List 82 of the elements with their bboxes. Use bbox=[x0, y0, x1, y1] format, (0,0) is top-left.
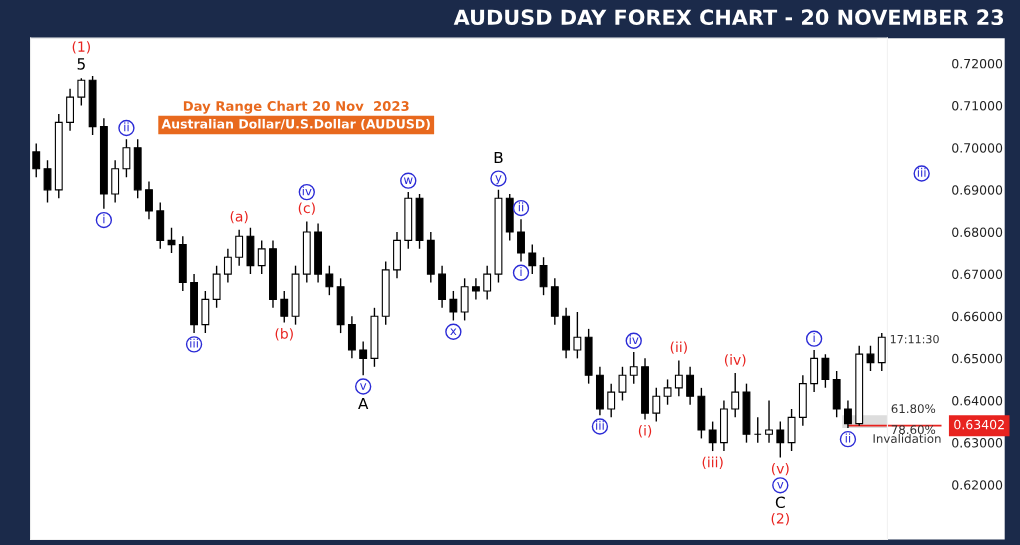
candlestick bbox=[257, 239, 266, 275]
candlestick bbox=[280, 290, 289, 324]
annotation: (1) bbox=[72, 41, 90, 54]
annotation: (v) bbox=[771, 462, 789, 476]
annotation: iv bbox=[302, 186, 312, 196]
y-tick-label: 0.62000 bbox=[952, 480, 1003, 490]
candlestick bbox=[223, 248, 232, 284]
candlestick bbox=[32, 142, 41, 178]
candlestick bbox=[776, 420, 785, 459]
candlestick bbox=[652, 387, 661, 423]
candlestick bbox=[573, 311, 582, 360]
y-tick-label: 0.67000 bbox=[952, 269, 1003, 280]
candlestick bbox=[866, 345, 875, 372]
y-tick-label: 0.66000 bbox=[952, 311, 1003, 322]
candlestick bbox=[122, 138, 131, 178]
annotation: (b) bbox=[275, 328, 293, 341]
candlestick bbox=[359, 340, 368, 376]
candlestick bbox=[629, 351, 638, 385]
annotation: (c) bbox=[298, 202, 315, 215]
annotation: (2) bbox=[771, 512, 789, 526]
candlestick bbox=[708, 420, 717, 452]
candlestick bbox=[145, 180, 153, 221]
candlestick bbox=[77, 77, 86, 107]
annotation: (iii) bbox=[702, 456, 723, 470]
candlestick bbox=[686, 366, 695, 406]
candlestick bbox=[471, 277, 480, 301]
candlestick bbox=[765, 399, 773, 444]
candlestick bbox=[731, 372, 740, 419]
annotation: A bbox=[358, 397, 369, 410]
annotation: B bbox=[494, 151, 503, 164]
annotation: iv bbox=[629, 335, 639, 345]
annotation: i bbox=[813, 332, 815, 342]
chart-title: AUDUSD DAY FOREX CHART - 20 NOVEMBER 23 bbox=[453, 9, 1004, 26]
annotation: v bbox=[360, 383, 367, 390]
annotation: ii bbox=[845, 433, 851, 443]
text: Day Range Chart 20 Nov 2023 bbox=[183, 100, 409, 114]
annotation: iii bbox=[596, 420, 604, 430]
text: 61.80% bbox=[891, 404, 936, 414]
candlestick bbox=[821, 353, 830, 389]
annotation: (a) bbox=[230, 210, 248, 224]
annotation: 5 bbox=[77, 58, 85, 70]
y-tick-label: 0.69000 bbox=[952, 185, 1003, 195]
annotation: Invalidation bbox=[873, 433, 941, 444]
candlestick bbox=[674, 359, 683, 397]
annotation: v bbox=[777, 482, 784, 489]
annotation: y bbox=[495, 175, 502, 185]
annotation: C bbox=[775, 496, 785, 509]
annotation: i bbox=[520, 267, 522, 276]
y-tick-label: 0.68000 bbox=[952, 227, 1003, 237]
annotation: (ii) bbox=[670, 341, 687, 354]
annotation: Australian Dollar/U.S.Dollar (AUDUSD) bbox=[161, 118, 430, 131]
candlestick bbox=[235, 229, 244, 267]
candlestick bbox=[528, 243, 537, 275]
candlestick bbox=[167, 227, 176, 254]
candlestick bbox=[663, 378, 672, 406]
annotation: ii bbox=[518, 202, 524, 212]
candlestick bbox=[325, 264, 334, 296]
candlestick bbox=[844, 399, 852, 429]
annotation: x bbox=[450, 328, 457, 335]
candlestick bbox=[483, 264, 492, 301]
annotation: iii bbox=[190, 338, 198, 348]
candlestick bbox=[607, 382, 616, 419]
y-tick-label: 0.70000 bbox=[952, 143, 1003, 153]
candlestick bbox=[517, 218, 525, 263]
annotation: w bbox=[403, 177, 413, 184]
annotation: i bbox=[103, 214, 105, 224]
annotation: (iv) bbox=[724, 354, 746, 367]
text: iii bbox=[917, 167, 926, 177]
candlestick bbox=[618, 366, 627, 402]
y-tick-label: 0.64000 bbox=[952, 395, 1003, 406]
candlestick bbox=[449, 290, 458, 322]
text: 17:11:30 bbox=[890, 334, 939, 344]
y-tick-label: 0.63000 bbox=[952, 438, 1003, 448]
annotation: ii bbox=[124, 122, 129, 132]
y-tick-label: 0.72000 bbox=[952, 58, 1003, 69]
candlestick bbox=[539, 256, 548, 296]
candlestick bbox=[43, 159, 52, 204]
text: 78.60% bbox=[891, 425, 936, 435]
annotation: (i) bbox=[638, 425, 652, 438]
ref-line-label: 0.63402 bbox=[954, 419, 1004, 430]
y-tick-label: 0.71000 bbox=[952, 101, 1003, 111]
y-tick-label: 0.65000 bbox=[952, 353, 1003, 364]
